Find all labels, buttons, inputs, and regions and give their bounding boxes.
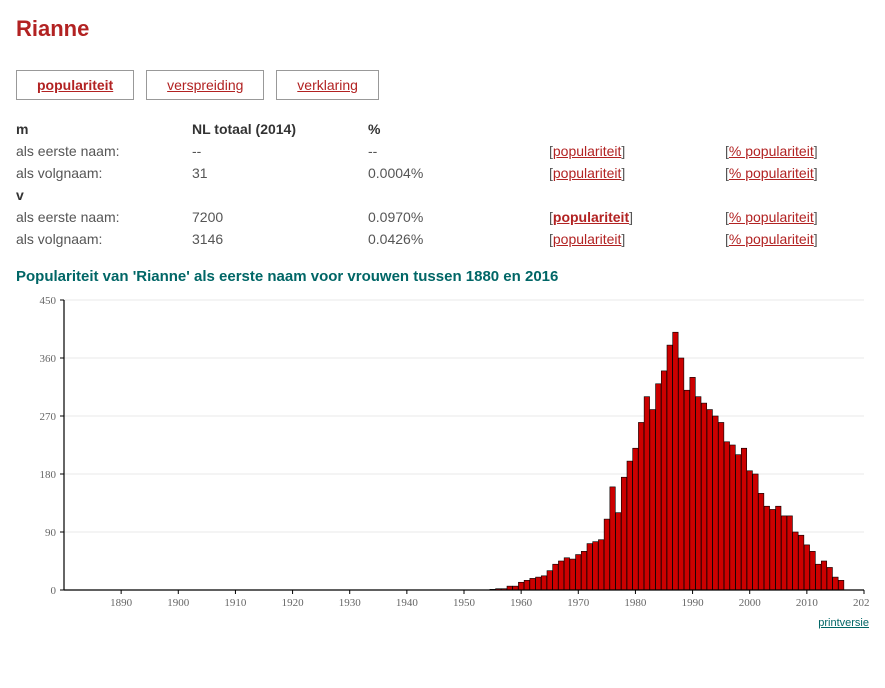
cell-pct: 0.0970% xyxy=(368,206,549,228)
link-populariteit-active[interactable]: populariteit xyxy=(553,209,629,225)
cell-total: -- xyxy=(192,140,368,162)
cell-total: 7200 xyxy=(192,206,368,228)
link-populariteit[interactable]: populariteit xyxy=(553,231,622,247)
row-label: als volgnaam: xyxy=(16,162,192,184)
header-pct: % xyxy=(368,118,549,140)
tab-verklaring[interactable]: verklaring xyxy=(276,70,379,100)
svg-text:450: 450 xyxy=(40,295,57,307)
svg-text:1940: 1940 xyxy=(396,597,419,609)
print-link[interactable]: printversie xyxy=(16,617,869,629)
cell-total: 31 xyxy=(192,162,368,184)
svg-text:2020: 2020 xyxy=(853,597,869,609)
svg-text:270: 270 xyxy=(40,411,57,423)
svg-text:1980: 1980 xyxy=(624,597,647,609)
page-title: Rianne xyxy=(16,16,869,42)
chart-container: 0 90 180 270 360 450 1890 1900 1910 1920 1930 1940 1… xyxy=(16,295,869,629)
cell-pct: 0.0004% xyxy=(368,162,549,184)
svg-text:1890: 1890 xyxy=(110,597,132,609)
cell-pct: 0.0426% xyxy=(368,228,549,250)
tab-verspreiding[interactable]: verspreiding xyxy=(146,70,264,100)
svg-text:1910: 1910 xyxy=(224,597,247,609)
section-v-label: v xyxy=(16,184,192,206)
svg-text:1920: 1920 xyxy=(282,597,305,609)
svg-text:1960: 1960 xyxy=(510,597,533,609)
row-label: als eerste naam: xyxy=(16,140,192,162)
link-populariteit[interactable]: populariteit xyxy=(553,165,622,181)
svg-text:1990: 1990 xyxy=(682,597,705,609)
cell-total: 3146 xyxy=(192,228,368,250)
link-populariteit[interactable]: populariteit xyxy=(553,143,622,159)
link-pct-populariteit[interactable]: % populariteit xyxy=(729,143,814,159)
tabs: populariteit verspreiding verklaring xyxy=(16,70,869,100)
svg-text:2000: 2000 xyxy=(739,597,762,609)
link-pct-populariteit[interactable]: % populariteit xyxy=(729,209,814,225)
svg-text:360: 360 xyxy=(40,353,57,365)
link-pct-populariteit[interactable]: % populariteit xyxy=(729,165,814,181)
svg-text:0: 0 xyxy=(51,585,57,597)
bar-chart: 0 90 180 270 360 450 1890 1900 1910 1920 1930 1940 1… xyxy=(16,295,869,612)
svg-text:1970: 1970 xyxy=(567,597,590,609)
cell-pct: -- xyxy=(368,140,549,162)
row-label: als volgnaam: xyxy=(16,228,192,250)
header-total: NL totaal (2014) xyxy=(192,118,368,140)
svg-text:1900: 1900 xyxy=(167,597,190,609)
tab-populariteit[interactable]: populariteit xyxy=(16,70,134,100)
link-pct-populariteit[interactable]: % populariteit xyxy=(729,231,814,247)
row-v-first: als eerste naam: 7200 0.0970% [popularit… xyxy=(16,206,869,228)
chart-title: Populariteit van 'Rianne' als eerste naa… xyxy=(16,268,869,285)
section-m-label: m xyxy=(16,118,192,140)
svg-text:1950: 1950 xyxy=(453,597,476,609)
row-m-first: als eerste naam: -- -- [populariteit] [%… xyxy=(16,140,869,162)
row-v-follow: als volgnaam: 3146 0.0426% [populariteit… xyxy=(16,228,869,250)
stats-table: m NL totaal (2014) % als eerste naam: --… xyxy=(16,118,869,250)
svg-text:2010: 2010 xyxy=(796,597,819,609)
row-m-follow: als volgnaam: 31 0.0004% [populariteit] … xyxy=(16,162,869,184)
svg-text:90: 90 xyxy=(45,527,57,539)
row-label: als eerste naam: xyxy=(16,206,192,228)
svg-text:1930: 1930 xyxy=(339,597,362,609)
svg-text:180: 180 xyxy=(40,469,57,481)
